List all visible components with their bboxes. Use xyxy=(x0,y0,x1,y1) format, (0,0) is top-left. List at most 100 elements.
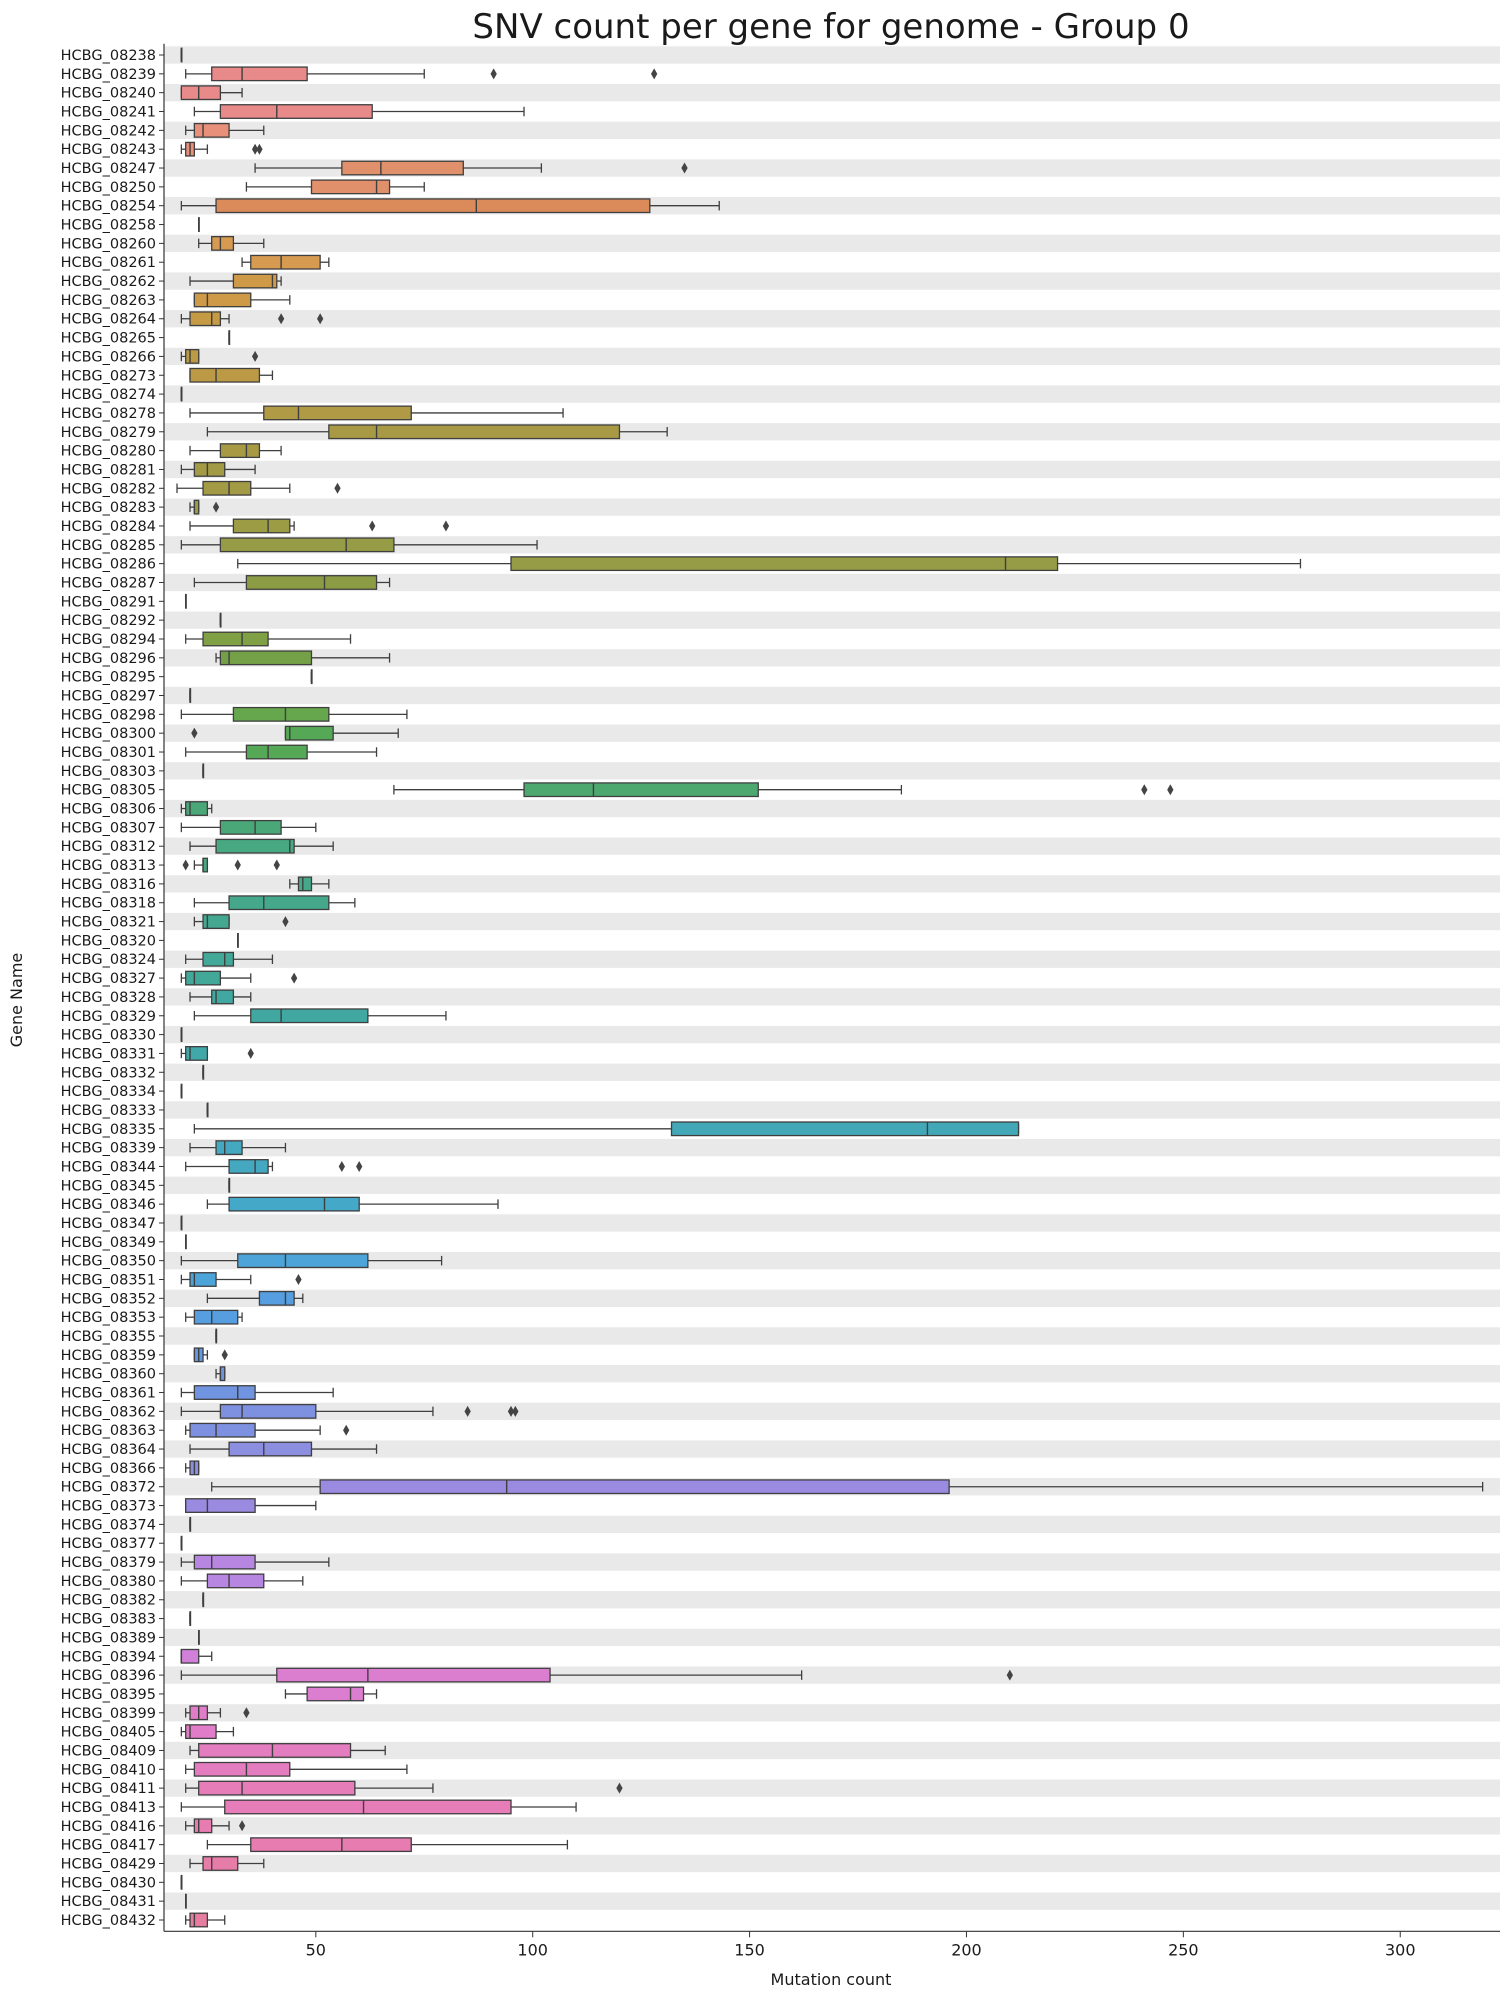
box-HCBG_08250 xyxy=(245,179,425,195)
y-tick-label: HCBG_08347 xyxy=(61,1216,156,1232)
y-tick-label: HCBG_08350 xyxy=(61,1254,156,1270)
y-tick-label: HCBG_08389 xyxy=(61,1630,156,1646)
y-tick-label: HCBG_08291 xyxy=(61,594,156,610)
row-band xyxy=(164,1365,1500,1383)
box-HCBG_08254 xyxy=(180,198,720,214)
y-tick-label: HCBG_08264 xyxy=(61,312,156,328)
outlier-point xyxy=(616,1782,623,1794)
y-tick-label: HCBG_08405 xyxy=(61,1725,156,1741)
row-band xyxy=(164,385,1500,403)
row-band xyxy=(164,310,1500,328)
box-iqr xyxy=(211,66,308,82)
y-tick-label: HCBG_08409 xyxy=(61,1743,156,1759)
box-iqr xyxy=(211,235,235,251)
outlier-point xyxy=(464,1405,471,1417)
row-band xyxy=(164,1063,1500,1081)
x-tick-labels: 50 100 150 200 250 300 xyxy=(306,1931,1416,1959)
box-HCBG_08295 xyxy=(310,669,313,685)
box-HCBG_08333 xyxy=(206,1102,209,1118)
row-band xyxy=(164,649,1500,667)
box-iqr xyxy=(284,725,334,741)
y-tick-label: HCBG_08306 xyxy=(61,802,156,818)
y-tick-label: HCBG_08283 xyxy=(61,500,156,516)
y-tick-label: HCBG_08361 xyxy=(61,1386,156,1402)
box-iqr xyxy=(250,254,321,270)
y-tick-label: HCBG_08429 xyxy=(61,1856,156,1872)
box-iqr xyxy=(193,1385,256,1400)
row-band xyxy=(164,875,1500,893)
box-HCBG_08350 xyxy=(180,1253,443,1269)
box-iqr xyxy=(202,1856,239,1871)
box-iqr xyxy=(189,367,261,383)
box-iqr xyxy=(263,405,412,421)
y-tick-label: HCBG_08363 xyxy=(61,1423,156,1439)
box-HCBG_08409 xyxy=(189,1743,386,1758)
box-HCBG_08431 xyxy=(184,1893,187,1909)
y-tick-label: HCBG_08382 xyxy=(61,1593,156,1609)
y-tick-label: HCBG_08297 xyxy=(61,689,156,705)
box-iqr xyxy=(180,85,222,101)
y-tick-label: HCBG_08241 xyxy=(61,105,156,121)
box-HCBG_08389 xyxy=(198,1629,200,1645)
box-iqr xyxy=(189,1422,256,1438)
box-iqr xyxy=(198,1743,352,1758)
y-tick-label: HCBG_08351 xyxy=(61,1272,156,1288)
box-HCBG_08351 xyxy=(180,1272,302,1287)
outlier-point xyxy=(251,350,259,362)
y-tick-label: HCBG_08411 xyxy=(61,1781,156,1797)
box-HCBG_08283 xyxy=(189,499,220,515)
x-tick-label: 200 xyxy=(951,1940,982,1959)
box-HCBG_08306 xyxy=(180,801,213,816)
y-tick-label: HCBG_08286 xyxy=(61,557,156,573)
y-tick-label: HCBG_08254 xyxy=(61,199,156,215)
box-iqr xyxy=(228,1441,313,1457)
box-iqr xyxy=(193,1309,239,1325)
x-tick-label: 50 xyxy=(306,1940,326,1959)
outlier-point xyxy=(212,501,220,513)
y-tick-label: HCBG_08298 xyxy=(61,707,156,723)
y-axis-label: Gene Name xyxy=(7,953,26,1048)
y-tick-label: HCBG_08316 xyxy=(61,877,156,893)
row-band xyxy=(164,1515,1500,1534)
box-HCBG_08238 xyxy=(180,47,183,63)
y-tick-label: HCBG_08364 xyxy=(61,1442,156,1458)
box-HCBG_08372 xyxy=(211,1479,1484,1495)
box-HCBG_08359 xyxy=(193,1347,228,1363)
box-HCBG_08294 xyxy=(185,631,352,647)
box-HCBG_08327 xyxy=(180,970,298,986)
y-tick-label: HCBG_08413 xyxy=(61,1800,156,1816)
row-band xyxy=(164,611,1500,629)
box-iqr xyxy=(185,970,222,986)
y-tick-label: HCBG_08430 xyxy=(61,1875,156,1891)
outlier-point xyxy=(681,162,688,174)
row-band xyxy=(164,1741,1500,1760)
box-iqr xyxy=(276,1667,551,1683)
y-tick-label: HCBG_08263 xyxy=(61,293,156,309)
box-HCBG_08286 xyxy=(237,556,1302,572)
box-iqr xyxy=(211,989,235,1005)
y-tick-label: HCBG_08303 xyxy=(61,764,156,780)
y-tick-label: HCBG_08258 xyxy=(61,218,156,234)
box-iqr xyxy=(215,198,651,214)
y-tick-label: HCBG_08280 xyxy=(61,444,156,460)
box-HCBG_08396 xyxy=(180,1667,1013,1683)
y-tick-label: HCBG_08416 xyxy=(61,1819,156,1835)
box-iqr xyxy=(193,462,226,477)
y-tick-label: HCBG_08284 xyxy=(61,519,156,535)
row-band xyxy=(164,1779,1500,1797)
box-HCBG_08265 xyxy=(228,330,231,346)
box-iqr xyxy=(202,914,230,929)
y-tick-label: HCBG_08374 xyxy=(61,1517,156,1533)
row-band xyxy=(164,988,1500,1006)
y-tick-label: HCBG_08417 xyxy=(61,1838,156,1854)
box-iqr xyxy=(185,348,200,364)
box-iqr xyxy=(245,575,378,590)
box-iqr xyxy=(185,1724,217,1740)
outlier-point xyxy=(256,143,263,155)
row-band xyxy=(164,1214,1500,1232)
box-iqr xyxy=(250,1008,369,1024)
box-HCBG_08330 xyxy=(180,1027,183,1043)
y-tick-label: HCBG_08410 xyxy=(61,1762,156,1778)
box-HCBG_08281 xyxy=(180,462,256,477)
box-iqr xyxy=(297,876,313,892)
